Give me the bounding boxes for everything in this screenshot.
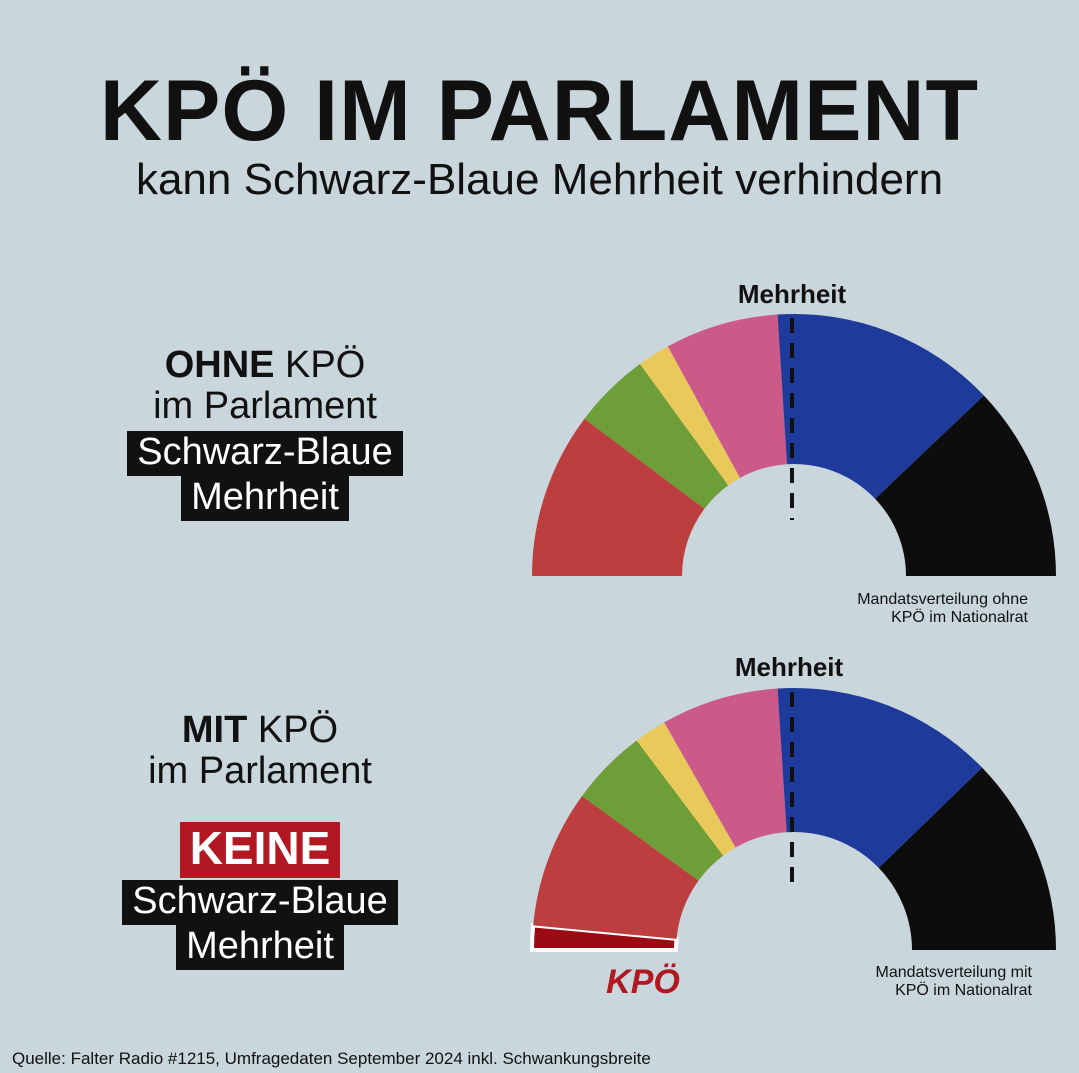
slice-blue — [777, 314, 984, 499]
slice-black — [878, 767, 1056, 950]
bottom-panel-text: MIT KPÖ im Parlament KEINE Schwarz-Blaue… — [110, 709, 410, 970]
page-title: KPÖ IM PARLAMENT — [99, 63, 980, 159]
slice-red — [532, 418, 705, 576]
top-box-wrap: Schwarz-Blaue Mehrheit — [115, 431, 415, 522]
bottom-majority-label: Mehrheit — [735, 652, 844, 682]
slice-pink — [667, 314, 787, 478]
bottom-caption-line1: Mandatsverteilung mit — [875, 964, 1032, 981]
bottom-mit: MIT — [181, 709, 248, 751]
slice-yellow — [640, 346, 741, 486]
top-caption-line2: KPÖ im Nationalrat — [891, 609, 1028, 627]
slice-black — [875, 395, 1056, 576]
slice-blue — [777, 688, 983, 868]
bottom-keine-wrap: KEINE — [110, 822, 410, 878]
top-line2: im Parlament — [153, 385, 377, 428]
bottom-box-line2: Mehrheit — [176, 924, 344, 970]
bottom-caption: Mandatsverteilung mit KPÖ im Nationalrat — [780, 964, 1032, 1001]
top-caption: Mandatsverteilung ohne KPÖ im Nationalra… — [780, 591, 1028, 628]
chart-bottom — [529, 688, 1056, 952]
slice-red — [533, 796, 699, 939]
bottom-box-wrap: Schwarz-Blaue Mehrheit — [110, 879, 410, 970]
kpo-logo-label: KPÖ — [606, 963, 680, 1001]
source-note: Quelle: Falter Radio #1215, Umfragedaten… — [12, 1049, 651, 1068]
top-box-line1: Schwarz-Blaue — [127, 431, 403, 477]
slice-yellow — [636, 722, 736, 856]
slice-green — [584, 364, 729, 509]
bottom-line1: MIT KPÖ — [110, 709, 410, 751]
slice-green — [582, 740, 724, 881]
bottom-line2: im Parlament — [148, 750, 372, 793]
top-majority-label: Mehrheit — [738, 279, 847, 309]
page-subtitle: kann Schwarz-Blaue Mehrheit verhindern — [135, 155, 944, 204]
bottom-kpo: KPÖ — [247, 709, 339, 751]
keine-badge: KEINE — [179, 822, 341, 878]
top-kpo: KPÖ — [274, 344, 366, 386]
top-box-line2: Mehrheit — [181, 476, 349, 522]
bottom-box-line1: Schwarz-Blaue — [122, 879, 398, 925]
top-panel-text: OHNE KPÖ im Parlament Schwarz-Blaue Mehr… — [115, 344, 415, 522]
bottom-caption-line2: KPÖ im Nationalrat — [895, 982, 1032, 1000]
top-caption-line1: Mandatsverteilung ohne — [857, 591, 1028, 608]
top-line1: OHNE KPÖ — [115, 344, 415, 386]
chart-top — [532, 314, 1056, 576]
top-ohne: OHNE — [164, 344, 275, 386]
slice-kpo — [529, 923, 679, 952]
slice-pink — [664, 688, 787, 848]
